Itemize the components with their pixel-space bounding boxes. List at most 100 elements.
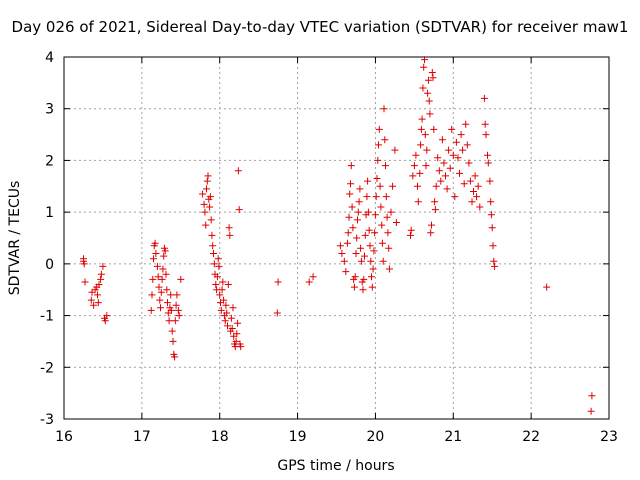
data-point — [233, 330, 241, 338]
plot-frame — [63, 56, 610, 420]
data-point — [372, 193, 380, 201]
data-point — [431, 206, 439, 214]
data-point — [425, 97, 433, 105]
data-point — [357, 244, 365, 252]
data-point — [443, 185, 451, 193]
data-point — [81, 278, 89, 286]
data-point — [217, 306, 225, 314]
data-point — [378, 239, 386, 247]
data-point — [229, 304, 237, 312]
data-point — [417, 125, 425, 133]
data-point — [374, 156, 382, 164]
data-point — [365, 226, 373, 234]
data-point — [375, 141, 382, 149]
data-point — [482, 131, 490, 139]
data-point — [342, 268, 350, 276]
data-point — [364, 208, 372, 216]
data-point — [427, 229, 435, 237]
data-point — [480, 94, 488, 102]
data-point — [375, 125, 383, 133]
data-point — [417, 141, 425, 149]
data-point — [445, 146, 453, 154]
data-point — [95, 281, 103, 288]
data-point — [442, 172, 449, 180]
data-point — [147, 306, 155, 314]
data-point — [168, 327, 176, 335]
data-point — [426, 110, 434, 118]
data-point — [87, 296, 95, 304]
data-point — [432, 182, 440, 190]
data-point — [175, 312, 183, 320]
data-point — [150, 255, 157, 263]
data-point — [163, 286, 171, 294]
data-point — [160, 252, 168, 260]
data-point — [237, 343, 245, 351]
data-point — [452, 138, 460, 146]
data-point — [465, 159, 473, 167]
data-point — [484, 151, 491, 159]
data-point — [349, 224, 357, 232]
data-point — [373, 175, 381, 182]
axis-ticks — [63, 56, 610, 420]
data-point — [451, 193, 459, 201]
data-point — [422, 162, 430, 170]
data-point — [228, 325, 236, 332]
x-tick-label: 22 — [522, 429, 540, 445]
data-point — [414, 198, 422, 206]
data-point — [309, 273, 317, 281]
data-point — [206, 203, 214, 211]
data-point — [80, 260, 88, 268]
data-point — [460, 180, 468, 188]
data-point — [424, 89, 432, 97]
data-point — [361, 231, 369, 239]
data-point — [157, 288, 165, 296]
data-point — [216, 291, 224, 299]
data-point — [232, 337, 240, 345]
data-point — [94, 291, 101, 299]
data-point — [226, 231, 234, 239]
data-point — [203, 177, 211, 185]
data-point — [220, 296, 228, 304]
data-point — [354, 208, 362, 216]
data-point — [167, 291, 175, 299]
data-point — [368, 273, 375, 281]
y-tick-label: 1 — [45, 205, 54, 221]
data-point — [148, 291, 156, 299]
x-tick-label: 23 — [600, 429, 618, 445]
data-point — [356, 185, 364, 193]
data-point — [486, 177, 494, 185]
data-point — [167, 306, 175, 314]
data-point — [213, 273, 221, 281]
x-tick-label: 17 — [133, 429, 151, 445]
data-point — [336, 242, 344, 250]
data-point — [177, 275, 185, 283]
data-point — [459, 146, 467, 154]
data-point — [159, 265, 167, 273]
y-tick-label: -3 — [40, 412, 54, 428]
data-point — [158, 275, 166, 283]
data-point — [424, 76, 432, 84]
data-point — [428, 69, 436, 76]
data-point — [215, 262, 223, 270]
data-point — [466, 177, 474, 185]
data-point — [418, 115, 426, 123]
data-point — [383, 213, 391, 221]
data-point — [152, 250, 160, 257]
data-point — [387, 208, 395, 216]
data-point — [487, 211, 495, 219]
data-point — [156, 296, 164, 304]
x-tick-label: 20 — [367, 429, 385, 445]
data-point — [421, 56, 428, 64]
data-point — [430, 125, 438, 133]
data-point — [392, 219, 400, 226]
data-point — [366, 242, 374, 250]
data-point — [438, 136, 446, 144]
data-point — [344, 229, 352, 237]
data-point — [423, 146, 431, 154]
data-point — [350, 283, 358, 291]
y-axis-label: SDTVAR / TECUs — [7, 181, 23, 296]
data-point — [462, 120, 470, 128]
data-point — [223, 309, 231, 317]
data-point — [368, 283, 376, 291]
